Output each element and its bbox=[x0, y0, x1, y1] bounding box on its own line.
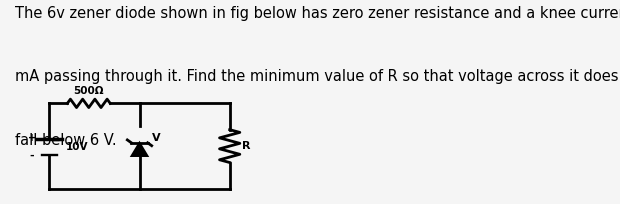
Text: -: - bbox=[29, 150, 34, 160]
Text: mA passing through it. Find the minimum value of R so that voltage across it doe: mA passing through it. Find the minimum … bbox=[16, 69, 620, 84]
Text: The 6v zener diode shown in fig below has zero zener resistance and a knee curre: The 6v zener diode shown in fig below ha… bbox=[16, 6, 620, 21]
Polygon shape bbox=[131, 143, 148, 156]
Text: V: V bbox=[152, 133, 161, 143]
Text: +: + bbox=[28, 133, 36, 143]
Text: fall below 6 V.: fall below 6 V. bbox=[16, 133, 117, 148]
Text: 10V: 10V bbox=[66, 142, 89, 152]
Text: R: R bbox=[242, 141, 250, 151]
Text: 500Ω: 500Ω bbox=[74, 86, 104, 96]
